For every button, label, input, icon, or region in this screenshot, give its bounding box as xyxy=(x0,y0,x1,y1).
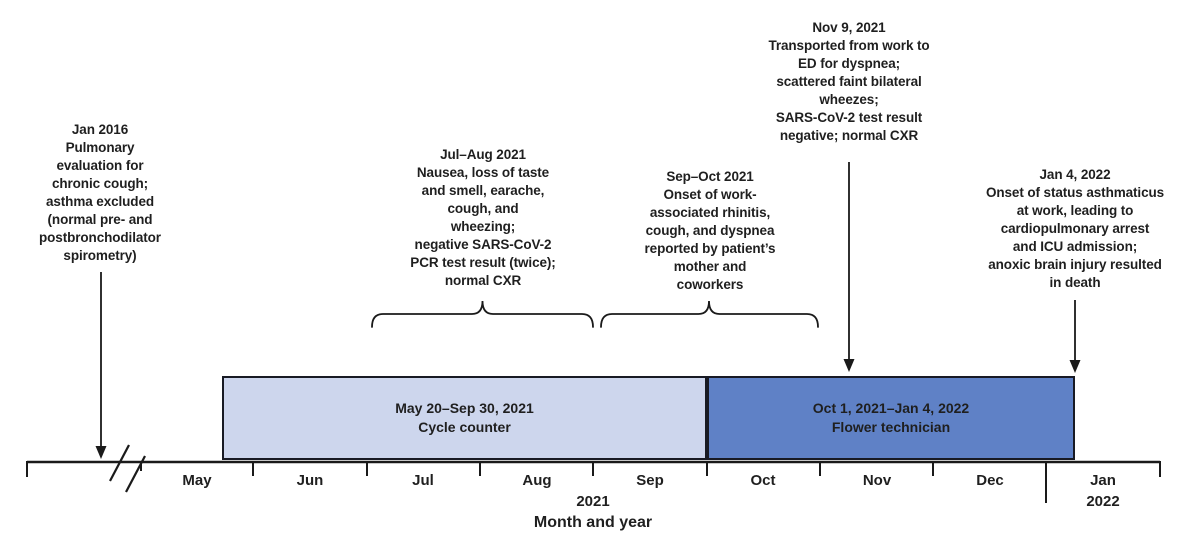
month-label-aug: Aug xyxy=(522,472,552,489)
annotation-sep-oct-2021: Sep–Oct 2021 Onset of work- associated r… xyxy=(644,169,776,292)
annotation-jan-4-2022: Jan 4, 2022 Onset of status asthmaticus … xyxy=(985,167,1165,290)
bar-role: Cycle counter xyxy=(418,419,511,435)
arrow-jan-2016 xyxy=(95,272,107,459)
month-label-dec: Dec xyxy=(976,472,1004,489)
month-label-jan: Jan xyxy=(1090,472,1116,489)
month-label-oct: Oct xyxy=(750,472,776,489)
month-label-may: May xyxy=(182,472,212,489)
axis-title: Month and year xyxy=(533,514,653,531)
bar-period: Oct 1, 2021–Jan 4, 2022 xyxy=(812,400,970,416)
month-label-jun: Jun xyxy=(296,472,324,489)
month-label-nov: Nov xyxy=(862,472,892,489)
month-label-jul: Jul xyxy=(412,472,434,489)
annotation-nov-9-2021: Nov 9, 2021 Transported from work to ED … xyxy=(768,20,930,143)
brace-sep-oct-icon xyxy=(600,300,819,328)
axis-break-icon xyxy=(109,444,146,493)
arrow-jan-4-2022 xyxy=(1069,300,1081,373)
annotation-jan-2016: Jan 2016 Pulmonary evaluation for chroni… xyxy=(39,122,161,263)
employment-bar-flower-technician: Oct 1, 2021–Jan 4, 2022 Flower technicia… xyxy=(707,376,1075,460)
month-label-sep: Sep xyxy=(636,472,664,489)
brace-jul-aug-icon xyxy=(371,300,594,328)
employment-bar-cycle-counter: May 20–Sep 30, 2021 Cycle counter xyxy=(222,376,707,460)
year-label-2021: 2021 xyxy=(576,493,610,510)
bar-role: Flower technician xyxy=(831,419,951,435)
bar-period: May 20–Sep 30, 2021 xyxy=(395,400,534,416)
arrow-nov-9-2021 xyxy=(843,162,855,372)
year-label-2022: 2022 xyxy=(1086,493,1120,510)
annotation-jul-aug-2021: Jul–Aug 2021 Nausea, loss of taste and s… xyxy=(410,147,556,288)
